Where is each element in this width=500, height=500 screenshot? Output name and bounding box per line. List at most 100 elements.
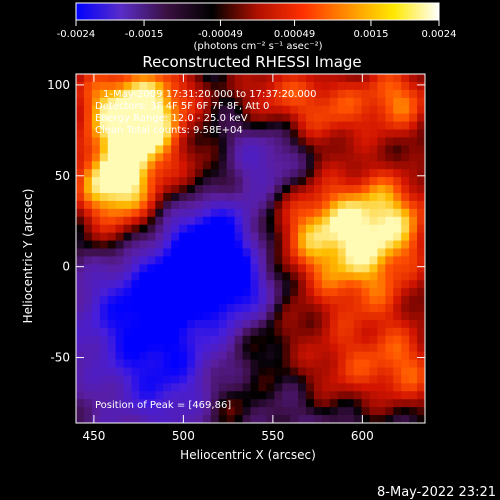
- heatmap-cell: [290, 304, 299, 313]
- heatmap-cell: [321, 351, 331, 361]
- heatmap-cell: [306, 280, 315, 289]
- heatmap-cell: [337, 288, 347, 297]
- heatmap-cell: [401, 383, 410, 392]
- heatmap-cell: [401, 272, 410, 281]
- heatmap-cell: [369, 272, 379, 281]
- heatmap-cell: [385, 311, 394, 321]
- heatmap-cell: [202, 272, 212, 281]
- heatmap-cell: [306, 288, 315, 297]
- heatmap-cell: [115, 367, 125, 377]
- heatmap-cell: [274, 256, 283, 265]
- heatmap-cell: [306, 407, 315, 416]
- heatmap-cell: [417, 169, 425, 178]
- heatmap-cell: [369, 200, 379, 210]
- y-tick-label: 100: [47, 78, 70, 92]
- heatmap-cell: [298, 216, 307, 226]
- heatmap-cell: [187, 375, 196, 384]
- heatmap-cell: [345, 272, 355, 281]
- heatmap-cell: [282, 161, 291, 170]
- heatmap-cell: [91, 177, 101, 186]
- heatmap-cell: [401, 264, 410, 273]
- heatmap-cell: [250, 169, 260, 178]
- heatmap-cell: [163, 256, 172, 265]
- heatmap-cell: [401, 153, 410, 162]
- heatmap-cell: [290, 280, 299, 289]
- heatmap-cell: [131, 383, 141, 392]
- heatmap-cell: [226, 383, 236, 392]
- heatmap-cell: [242, 97, 252, 107]
- heatmap-cell: [345, 145, 355, 154]
- heatmap-cell: [147, 280, 156, 289]
- heatmap-cell: [306, 383, 315, 392]
- heatmap-cell: [187, 399, 196, 408]
- heatmap-cell: [361, 415, 371, 423]
- heatmap-cell: [76, 327, 85, 337]
- heatmap-cell: [266, 407, 275, 416]
- heatmap-cell: [274, 311, 283, 321]
- heatmap-cell: [99, 137, 109, 146]
- heatmap-cell: [282, 399, 291, 408]
- heatmap-cell: [179, 240, 188, 250]
- heatmap-cell: [179, 232, 188, 242]
- heatmap-cell: [187, 81, 196, 91]
- heatmap-cell: [155, 359, 164, 369]
- heatmap-cell: [139, 240, 148, 250]
- heatmap-cell: [139, 351, 148, 361]
- heatmap-cell: [139, 216, 148, 226]
- heatmap-cell: [361, 272, 371, 281]
- heatmap-cell: [76, 216, 85, 226]
- heatmap-cell: [417, 335, 425, 345]
- heatmap-cell: [298, 137, 307, 146]
- heatmap-cell: [377, 161, 386, 170]
- heatmap-cell: [417, 240, 425, 250]
- heatmap-cell: [393, 415, 402, 423]
- heatmap-cell: [179, 335, 188, 345]
- heatmap-cell: [345, 319, 355, 329]
- heatmap-cell: [147, 256, 156, 265]
- heatmap-cell: [274, 137, 283, 146]
- heatmap-cell: [417, 375, 425, 384]
- heatmap-cell: [369, 145, 379, 154]
- heatmap-cell: [163, 367, 172, 377]
- heatmap-cell: [202, 145, 212, 154]
- heatmap-cell: [282, 375, 291, 384]
- heatmap-cell: [147, 296, 156, 305]
- heatmap-cell: [210, 97, 220, 107]
- heatmap-cell: [91, 327, 101, 337]
- heatmap-cell: [210, 105, 220, 115]
- heatmap-cell: [194, 319, 204, 329]
- heatmap-cell: [83, 367, 93, 377]
- heatmap-cell: [242, 311, 252, 321]
- heatmap-cell: [194, 359, 204, 369]
- heatmap-cell: [353, 208, 363, 218]
- heatmap-cell: [131, 161, 141, 170]
- heatmap-cell: [163, 264, 172, 273]
- heatmap-cell: [393, 105, 402, 115]
- heatmap-cell: [163, 121, 172, 131]
- heatmap-cell: [202, 161, 212, 170]
- heatmap-cell: [409, 185, 418, 194]
- heatmap-cell: [306, 351, 315, 361]
- heatmap-cell: [139, 153, 148, 162]
- heatmap-cell: [329, 216, 339, 226]
- heatmap-cell: [202, 367, 212, 377]
- heatmap-cell: [123, 272, 133, 281]
- heatmap-cell: [282, 232, 291, 242]
- heatmap-cell: [377, 145, 386, 154]
- annotation-detectors: Detectors: 3F 4F 5F 6F 7F 8F, Att 0: [95, 101, 269, 112]
- heatmap-cell: [155, 280, 164, 289]
- heatmap-cell: [194, 208, 204, 218]
- heatmap-cell: [115, 383, 125, 392]
- heatmap-cell: [345, 288, 355, 297]
- heatmap-cell: [393, 74, 402, 83]
- heatmap-cell: [131, 97, 141, 107]
- heatmap-cell: [298, 105, 307, 115]
- heatmap-cell: [194, 272, 204, 281]
- heatmap-cell: [290, 105, 299, 115]
- heatmap-cell: [202, 319, 212, 329]
- heatmap-cell: [313, 137, 323, 146]
- heatmap-cell: [298, 153, 307, 162]
- heatmap-cell: [337, 137, 347, 146]
- heatmap-cell: [171, 296, 180, 305]
- heatmap-cell: [234, 264, 244, 273]
